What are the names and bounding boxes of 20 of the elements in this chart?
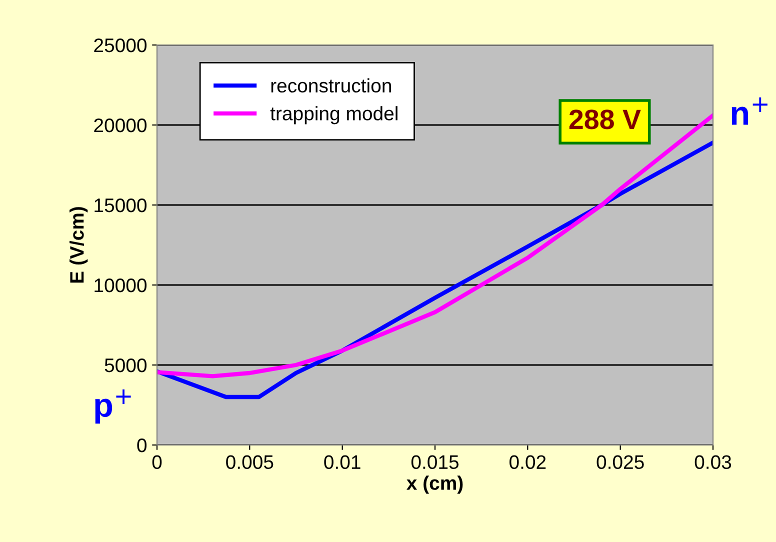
legend-label: trapping model [270, 106, 398, 124]
x-tick-label: 0.015 [411, 455, 459, 470]
y-tick-label: 25000 [94, 38, 147, 52]
y-tick-label: 0 [137, 438, 147, 452]
x-tick-label: 0.03 [694, 455, 732, 470]
y-tick-label: 10000 [94, 278, 147, 292]
annotation: 288 V [569, 110, 641, 130]
x-tick-label: 0.02 [510, 455, 546, 470]
x-axis-title: x (cm) [406, 476, 463, 494]
text: n$^{+}$ [732, 97, 768, 125]
text: p$^{+}$ [95, 389, 131, 424]
x-tick-label: 0.005 [226, 455, 274, 470]
legend-label: reconstruction [271, 78, 391, 93]
x-tick-label: 0.01 [324, 455, 360, 470]
y-tick-label: 5000 [104, 358, 147, 372]
x-tick-label: 0.025 [596, 455, 644, 470]
y-tick-label: 20000 [94, 118, 147, 132]
y-tick-label: 15000 [94, 198, 147, 212]
x-tick-label: 0 [152, 455, 162, 470]
y-axis-title: E (V/cm) [70, 207, 88, 283]
